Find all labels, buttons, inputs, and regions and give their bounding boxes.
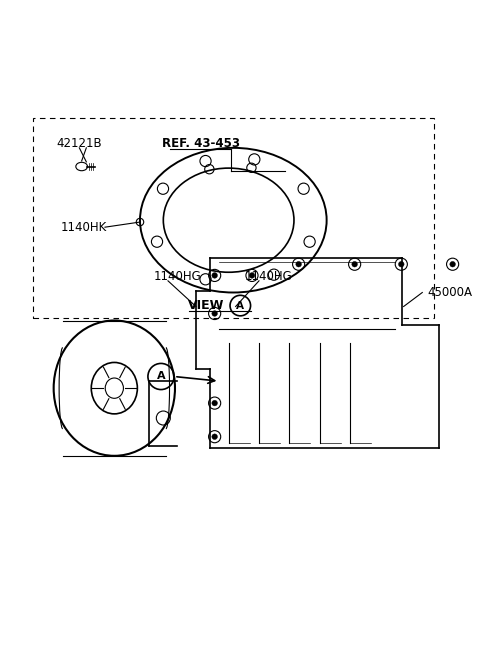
Text: 1140HG: 1140HG — [244, 270, 292, 283]
Circle shape — [296, 261, 301, 267]
Circle shape — [212, 272, 217, 278]
Text: 42121B: 42121B — [57, 137, 102, 150]
Text: REF. 43-453: REF. 43-453 — [162, 137, 240, 150]
Circle shape — [212, 310, 217, 316]
Text: A: A — [156, 371, 165, 381]
Text: 45000A: 45000A — [427, 286, 472, 299]
Text: VIEW: VIEW — [188, 299, 224, 312]
Circle shape — [398, 261, 404, 267]
Text: A: A — [236, 301, 244, 310]
Bar — [33, 117, 434, 318]
Circle shape — [249, 272, 255, 278]
Circle shape — [352, 261, 358, 267]
Text: 1140HK: 1140HK — [61, 221, 107, 234]
Ellipse shape — [76, 162, 87, 171]
Text: 1140HG: 1140HG — [154, 270, 201, 283]
Circle shape — [212, 434, 217, 440]
Circle shape — [212, 400, 217, 406]
Circle shape — [450, 261, 456, 267]
